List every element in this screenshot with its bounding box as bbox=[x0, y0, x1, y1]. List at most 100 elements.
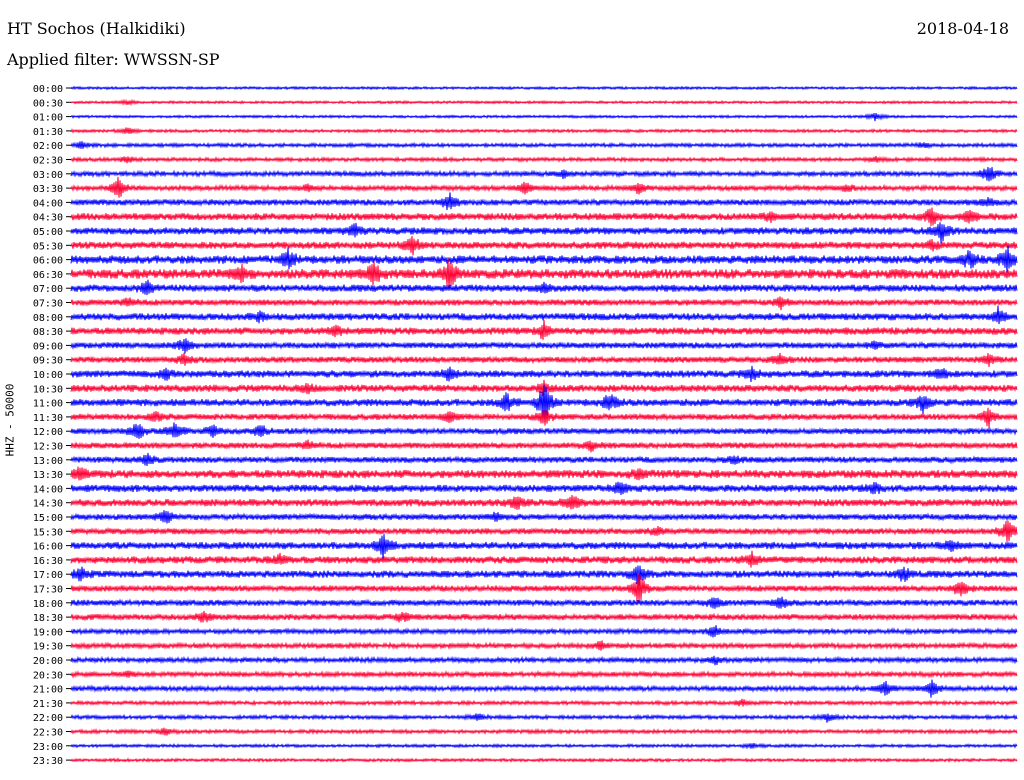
waveform bbox=[70, 296, 1018, 311]
trace-2130: 21:30 bbox=[33, 698, 1018, 710]
waveform bbox=[70, 305, 1018, 325]
trace-0930: 09:30 bbox=[33, 352, 1018, 367]
waveform bbox=[70, 141, 1018, 150]
waveform bbox=[70, 494, 1018, 510]
time-label: 09:00 bbox=[33, 341, 63, 352]
time-label: 13:30 bbox=[33, 470, 63, 481]
trace-0200: 02:00 bbox=[33, 141, 1018, 152]
time-label: 10:30 bbox=[33, 384, 63, 395]
waveform bbox=[70, 713, 1018, 723]
time-label: 20:30 bbox=[33, 670, 63, 681]
waveform bbox=[70, 669, 1018, 679]
time-label: 06:00 bbox=[33, 256, 63, 267]
waveform bbox=[70, 192, 1018, 210]
time-label: 07:00 bbox=[33, 284, 63, 295]
time-label: 21:00 bbox=[33, 685, 63, 696]
trace-1930: 19:30 bbox=[33, 640, 1018, 653]
trace-1900: 19:00 bbox=[33, 625, 1018, 638]
trace-0900: 09:00 bbox=[33, 338, 1018, 354]
time-label: 20:00 bbox=[33, 656, 63, 667]
waveform bbox=[70, 258, 1018, 290]
trace-1230: 12:30 bbox=[33, 439, 1018, 453]
time-label: 03:30 bbox=[33, 184, 63, 195]
time-label: 08:00 bbox=[33, 313, 63, 324]
trace-0430: 04:30 bbox=[33, 207, 1018, 227]
time-label: 12:30 bbox=[33, 442, 63, 453]
time-label: 23:00 bbox=[33, 742, 63, 753]
waveform bbox=[70, 98, 1018, 107]
trace-2300: 23:00 bbox=[33, 742, 1018, 753]
waveform bbox=[70, 319, 1018, 340]
waveform bbox=[70, 365, 1018, 383]
trace-0830: 08:30 bbox=[33, 319, 1018, 340]
time-label: 04:00 bbox=[33, 198, 63, 209]
waveform bbox=[70, 757, 1018, 763]
trace-1300: 13:00 bbox=[33, 452, 1018, 467]
trace-0530: 05:30 bbox=[33, 235, 1018, 256]
time-label: 10:00 bbox=[33, 370, 63, 381]
trace-0230: 02:30 bbox=[33, 156, 1018, 167]
trace-2100: 21:00 bbox=[33, 679, 1018, 698]
waveform bbox=[70, 279, 1018, 296]
time-label: 05:00 bbox=[33, 227, 63, 238]
time-label: 18:00 bbox=[33, 599, 63, 610]
time-label: 23:30 bbox=[33, 756, 63, 767]
time-label: 17:30 bbox=[33, 585, 63, 596]
waveform bbox=[70, 235, 1018, 256]
waveform bbox=[70, 625, 1018, 638]
time-label: 00:30 bbox=[33, 98, 63, 109]
time-label: 13:00 bbox=[33, 456, 63, 467]
time-label: 14:00 bbox=[33, 484, 63, 495]
filter-label: Applied filter: WWSSN-SP bbox=[7, 50, 220, 69]
trace-1800: 18:00 bbox=[33, 596, 1018, 610]
trace-2030: 20:30 bbox=[33, 669, 1018, 681]
waveform bbox=[70, 176, 1018, 198]
waveform bbox=[70, 550, 1018, 568]
waveform bbox=[70, 379, 1018, 396]
waveform bbox=[70, 166, 1018, 182]
trace-0700: 07:00 bbox=[33, 279, 1018, 296]
waveform bbox=[70, 127, 1018, 135]
time-label: 05:30 bbox=[33, 241, 63, 252]
time-label: 17:00 bbox=[33, 570, 63, 581]
time-label: 19:00 bbox=[33, 627, 63, 638]
trace-0800: 08:00 bbox=[33, 305, 1018, 325]
trace-2200: 22:00 bbox=[33, 713, 1018, 724]
trace-1500: 15:00 bbox=[33, 510, 1018, 524]
waveform bbox=[70, 679, 1018, 698]
waveform bbox=[70, 698, 1018, 707]
time-label: 07:30 bbox=[33, 299, 63, 310]
waveform bbox=[70, 573, 1018, 603]
waveform bbox=[70, 222, 1018, 244]
time-label: 16:00 bbox=[33, 542, 63, 553]
waveform bbox=[70, 596, 1018, 609]
trace-2330: 23:30 bbox=[33, 756, 1018, 767]
time-label: 03:00 bbox=[33, 170, 63, 181]
waveform bbox=[70, 338, 1018, 354]
time-label: 12:00 bbox=[33, 427, 63, 438]
waveform bbox=[70, 565, 1018, 587]
trace-0100: 01:00 bbox=[33, 113, 1018, 124]
time-label: 18:30 bbox=[33, 613, 63, 624]
waveform bbox=[70, 245, 1018, 273]
trace-1330: 13:30 bbox=[33, 466, 1018, 481]
waveform bbox=[70, 534, 1018, 561]
trace-0030: 00:30 bbox=[33, 98, 1018, 109]
waveform bbox=[70, 520, 1018, 543]
waveform bbox=[70, 422, 1018, 439]
station-title: HT Sochos (Halkidiki) bbox=[7, 19, 186, 38]
time-label: 01:00 bbox=[33, 113, 63, 124]
trace-0600: 06:00 bbox=[33, 245, 1018, 273]
time-label: 02:00 bbox=[33, 141, 63, 152]
trace-2230: 22:30 bbox=[33, 728, 1018, 739]
trace-1000: 10:00 bbox=[33, 365, 1018, 383]
waveform bbox=[70, 207, 1018, 227]
waveform bbox=[70, 384, 1018, 419]
trace-0300: 03:00 bbox=[33, 166, 1018, 182]
waveform bbox=[70, 742, 1018, 750]
trace-1700: 17:00 bbox=[33, 565, 1018, 587]
time-label: 14:30 bbox=[33, 499, 63, 510]
waveform bbox=[70, 85, 1018, 91]
date-label: 2018-04-18 bbox=[916, 19, 1009, 38]
waveform bbox=[70, 610, 1018, 623]
